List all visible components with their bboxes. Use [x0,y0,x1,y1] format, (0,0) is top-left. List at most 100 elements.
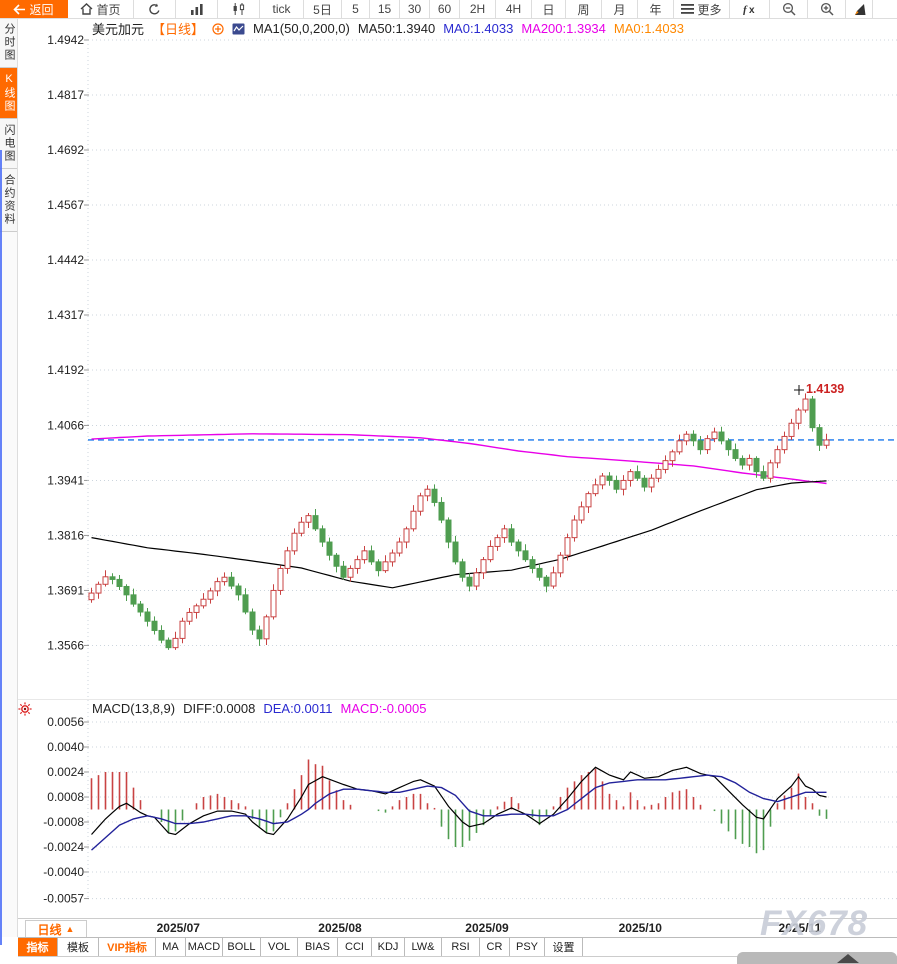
toolbar-button-m30[interactable]: 30 [400,0,430,18]
date-label: 2025/08 [318,921,362,935]
toolbar-button-zoom-in[interactable] [808,0,846,18]
tab-KDJ[interactable]: KDJ [372,938,405,956]
candle [319,528,326,543]
header-text: DIFF:0.0008 [183,701,256,716]
toolbar-button-5d[interactable]: 5日 [304,0,342,18]
sidebar-item-time-chart[interactable]: 分时图 [0,18,17,68]
toolbar-button-zoom-out[interactable] [770,0,808,18]
header-text: MA0:1.4033 [613,21,685,36]
candle [284,550,291,569]
high-price-label: 1.4139 [806,382,844,396]
toolbar-button-month[interactable]: 月 [602,0,638,18]
tab-设置[interactable]: 设置 [545,938,583,956]
header-text: 美元加元 [92,22,145,37]
indicator-settings-sun-icon[interactable] [18,702,32,716]
toolbar-button-label: 30 [407,2,422,16]
toolbar-button-label: 月 [613,2,626,17]
candle [95,583,102,594]
tab-BOLL[interactable]: BOLL [223,938,261,956]
more-icon [681,4,695,14]
toolbar-button-home[interactable]: 首页 [68,0,134,18]
toolbar-button-draw[interactable] [846,0,873,18]
high-cross-marker [794,385,804,395]
toolbar-button-m5[interactable]: 5 [342,0,370,18]
bottom-scroll-handle[interactable] [737,952,897,964]
tab-BIAS[interactable]: BIAS [298,938,338,956]
price-tick-label: 1.4317 [47,308,84,322]
candle [102,576,109,585]
header-text: MACD(13,8,9) [92,701,176,716]
candle [641,477,648,488]
tab-RSI[interactable]: RSI [442,938,480,956]
toolbar-button-m15[interactable]: 15 [370,0,400,18]
candle [144,611,151,622]
header-text: MA0:1.4033 [443,21,514,36]
tab-LW&[interactable]: LW& [405,938,442,956]
toolbar-button-h4[interactable]: 4H [496,0,532,18]
candle [270,589,277,618]
toolbar-button-day[interactable]: 日 [532,0,566,18]
toolbar-button-m60[interactable]: 60 [430,0,460,18]
candle [676,440,683,453]
toolbar-button-more[interactable]: 更多 [674,0,730,18]
header-text: MACD:-0.0005 [340,701,427,716]
candle [242,594,249,613]
tab-PSY[interactable]: PSY [510,938,545,956]
candle [648,477,655,488]
macd-tick-label: -0.0008 [43,815,84,829]
zoom-in-icon [820,2,834,16]
toolbar-button-h2[interactable]: 2H [460,0,496,18]
tab-MACD[interactable]: MACD [186,938,223,956]
candle [466,576,473,587]
candle [158,629,165,641]
tab-CCI[interactable]: CCI [338,938,372,956]
toolbar-button-label: 首页 [96,2,121,17]
toolbar-button-tick[interactable]: tick [260,0,304,18]
candle [508,528,515,543]
back-icon [13,3,26,15]
kline-pane-header: 美元加元 【日线】 MA1(50,0,200,0) MA50:1.3940 MA0:1.… [92,19,684,38]
tab-VIP指标[interactable]: VIP指标 [99,938,156,956]
candle [669,451,676,462]
plus-circle-icon[interactable] [212,22,224,35]
header-text: MA1(50,0,200,0) [253,21,350,36]
candle [438,501,445,521]
toolbar-button-label: 更多 [697,2,722,17]
toolbar-button-refresh[interactable] [134,0,176,18]
toolbar-button-back[interactable]: 返回 [0,0,68,18]
toolbar-button-week[interactable]: 周 [566,0,602,18]
candle [305,515,312,523]
candle [753,457,760,473]
macd-tick-label: -0.0024 [43,840,84,854]
candle [214,581,221,592]
period-selector[interactable]: 日线 ▲ [25,920,87,938]
tab-VOL[interactable]: VOL [261,938,298,956]
tab-MA[interactable]: MA [156,938,186,956]
candle [473,572,480,587]
toolbar-button-bar-chart-mode[interactable] [176,0,218,18]
date-label: 2025/07 [156,921,200,935]
candle [375,561,382,572]
header-text: MA50:1.3940 [357,21,436,36]
home-icon [80,3,93,15]
candle [760,471,767,479]
candle [746,457,753,466]
tab-模板[interactable]: 模板 [58,938,99,956]
sidebar-item-contract-info[interactable]: 合约资料 [0,169,17,232]
candle [221,576,228,583]
tab-CR[interactable]: CR [480,938,510,956]
toolbar-button-label: 日 [542,2,555,17]
candle [382,561,389,572]
tab-指标[interactable]: 指标 [18,938,58,956]
toolbar-button-candle-mode[interactable] [218,0,260,18]
sidebar-item-lightning-chart[interactable]: 闪电图 [0,119,17,169]
candle [186,611,193,622]
toolbar-button-year[interactable]: 年 [638,0,674,18]
sidebar-item-kline-chart[interactable]: K线图 [0,68,17,119]
candle [522,550,529,561]
macd-histogram [90,759,828,854]
indicator-tab-bar: 指标 模板 VIP指标 MA MACD BOLL VOL BIAS CCI KDJ LW& RSI CR… [18,937,897,957]
